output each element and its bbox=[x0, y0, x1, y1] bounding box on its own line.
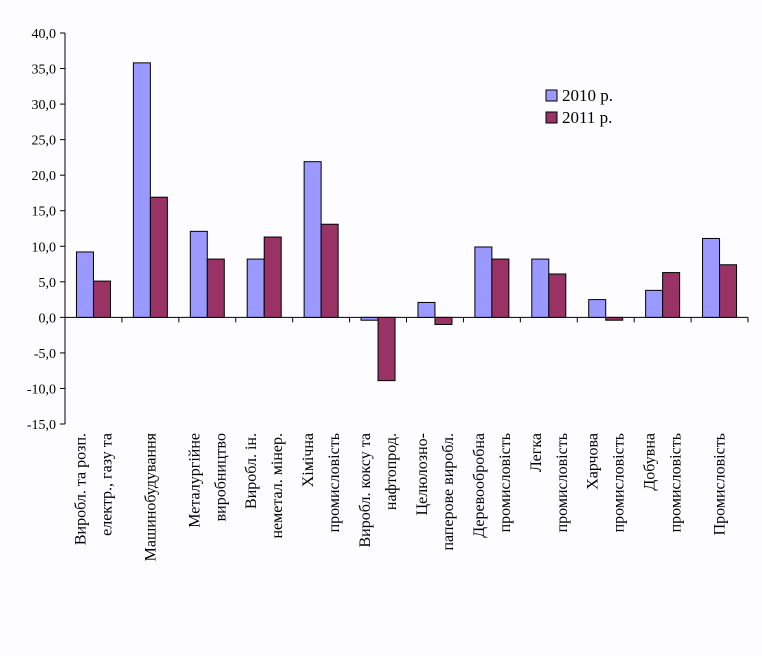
x-category-label: Целюлозно- bbox=[414, 433, 431, 515]
legend-swatch-2011 bbox=[545, 111, 558, 124]
y-tick-label: 0,0 bbox=[39, 311, 57, 326]
bar-2011 bbox=[320, 223, 339, 318]
bar-2010 bbox=[588, 299, 607, 318]
bar-2011 bbox=[434, 316, 453, 325]
y-tick-label: 15,0 bbox=[32, 205, 57, 220]
x-category-label: Деревообробна bbox=[471, 433, 488, 538]
bar-2010 bbox=[417, 301, 436, 318]
bar-2010 bbox=[702, 237, 721, 318]
x-category-label: виробництво bbox=[212, 433, 229, 521]
bar-2010 bbox=[132, 62, 151, 318]
y-tick-label: -15,0 bbox=[27, 418, 56, 433]
bar-2011 bbox=[605, 316, 624, 321]
bar-2011 bbox=[377, 316, 396, 382]
bar-2010 bbox=[246, 258, 265, 318]
bar-2011 bbox=[491, 258, 510, 318]
bar-2011 bbox=[149, 196, 168, 318]
x-category-label: Виробл. ін. bbox=[243, 433, 260, 509]
y-tick-label: -10,0 bbox=[27, 382, 56, 397]
bar-2010 bbox=[531, 258, 550, 318]
y-tick-label: 20,0 bbox=[32, 169, 57, 184]
bar-2010 bbox=[645, 289, 664, 318]
x-category-label: промисловість bbox=[554, 433, 571, 532]
x-category-label: паперове виробл. bbox=[440, 433, 457, 551]
x-category-label: Машинобудування bbox=[142, 432, 159, 561]
bar-2010 bbox=[189, 230, 208, 318]
bar-2010 bbox=[360, 316, 379, 321]
legend-label: 2010 р. bbox=[562, 86, 613, 105]
legend-label: 2011 р. bbox=[562, 108, 612, 127]
x-category-label: електр., газу та bbox=[98, 433, 115, 536]
bar-2011 bbox=[719, 264, 738, 318]
x-category-label: Легка bbox=[528, 433, 545, 472]
bar-2010 bbox=[75, 251, 94, 318]
x-category-label: промисловість bbox=[326, 433, 343, 532]
x-category-label: Промисловість bbox=[712, 433, 729, 535]
y-tick-label: 25,0 bbox=[32, 134, 57, 149]
x-category-label: Харчова bbox=[585, 433, 602, 490]
bar-2010 bbox=[303, 161, 322, 318]
x-category-label: промисловість bbox=[611, 433, 628, 532]
x-category-label: промисловість bbox=[668, 433, 685, 532]
x-category-label: Хімічна bbox=[300, 433, 317, 487]
bar-2010 bbox=[474, 246, 493, 318]
y-tick-label: 10,0 bbox=[32, 240, 57, 255]
bar-2011 bbox=[206, 258, 225, 318]
y-tick-label: 40,0 bbox=[32, 27, 57, 42]
y-tick-label: 30,0 bbox=[32, 98, 57, 113]
bar-2011 bbox=[548, 273, 567, 318]
y-tick-label: 5,0 bbox=[39, 276, 57, 291]
x-category-label: нафтопрод. bbox=[383, 433, 400, 510]
y-tick-label: -5,0 bbox=[34, 347, 56, 362]
bar-2011 bbox=[662, 272, 681, 318]
y-tick-label: 35,0 bbox=[32, 63, 57, 78]
legend-swatch-2010 bbox=[545, 89, 558, 102]
x-category-label: Виробл. коксу та bbox=[357, 433, 374, 547]
bar-2011 bbox=[263, 236, 282, 318]
x-category-label: неметал. мінер. bbox=[269, 433, 286, 539]
x-category-label: Добувна bbox=[642, 433, 659, 491]
x-category-label: Металургійне bbox=[186, 433, 203, 528]
x-category-label: промисловість bbox=[497, 433, 514, 532]
x-category-label: Виробл. та розп. bbox=[72, 433, 89, 545]
bar-2011 bbox=[92, 280, 111, 318]
